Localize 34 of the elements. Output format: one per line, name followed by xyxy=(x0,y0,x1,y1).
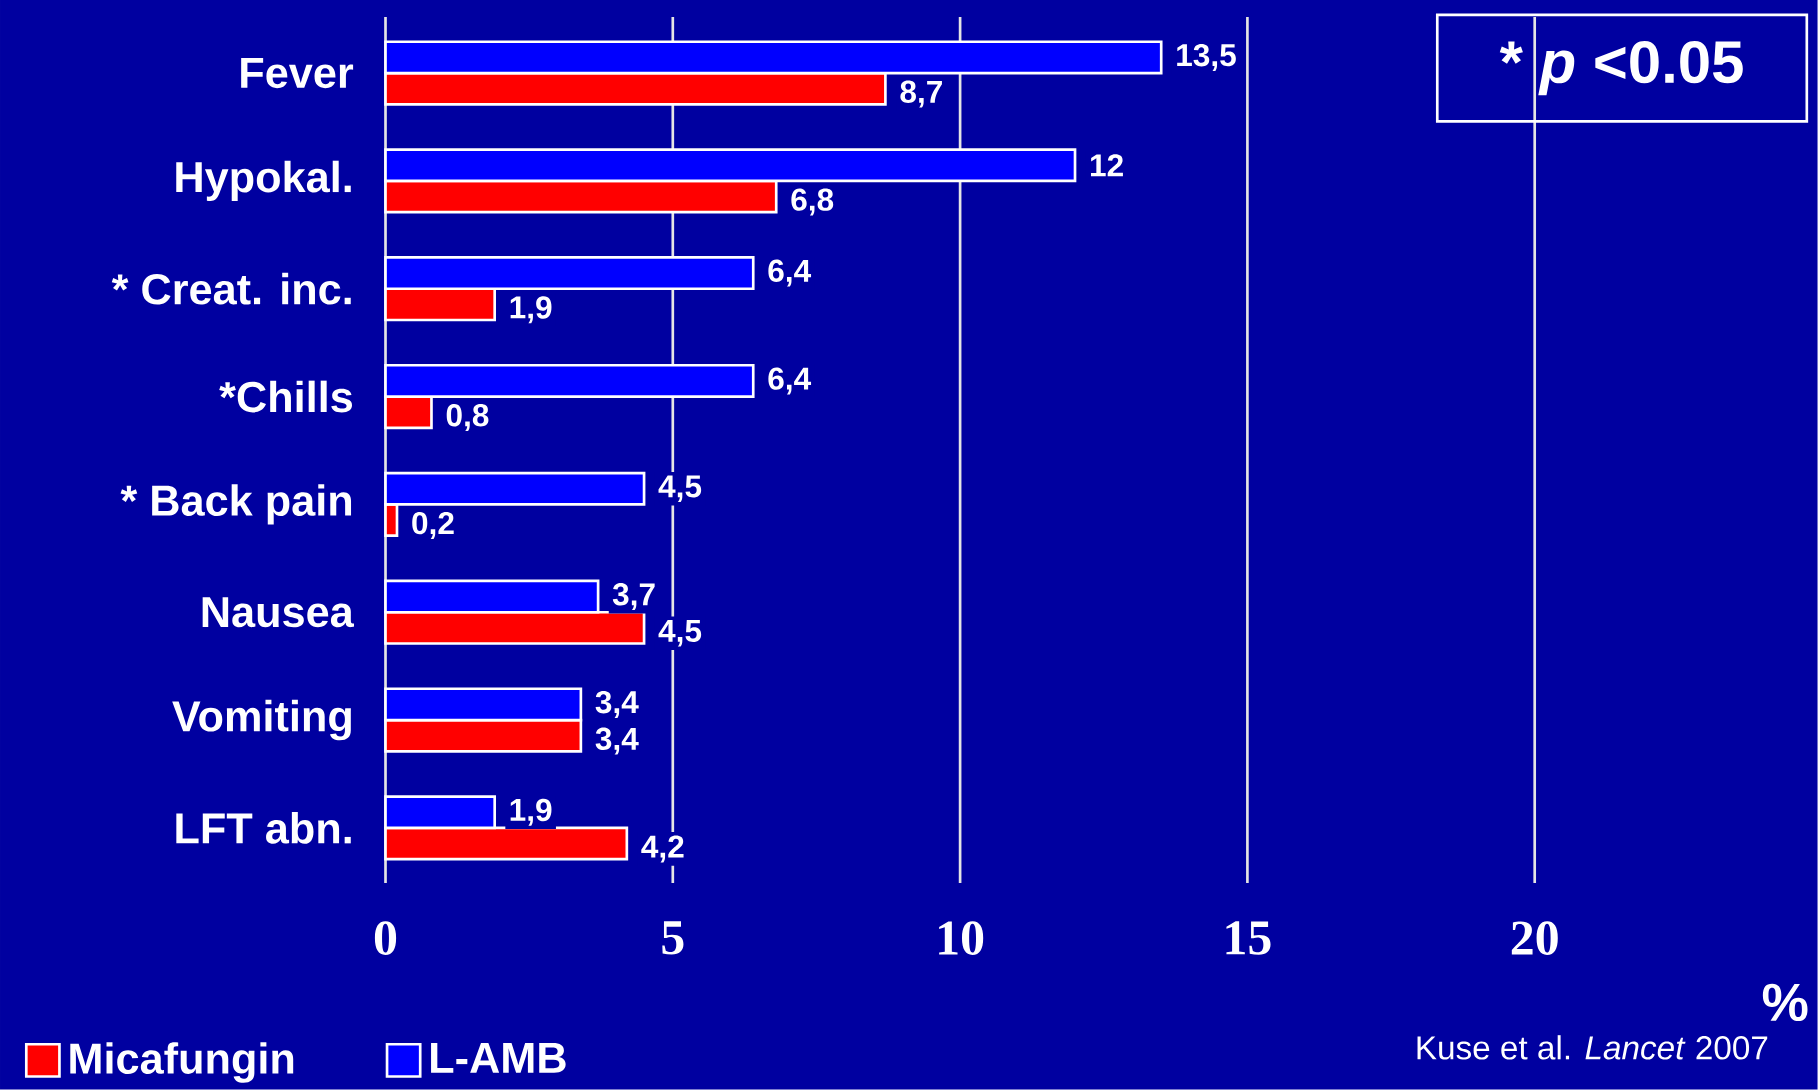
data-label: 13,5 xyxy=(1177,43,1236,71)
x-axis-title: % xyxy=(1762,983,1808,1022)
legend-label: L-AMB xyxy=(431,1043,566,1073)
y-tick-label: *Chills xyxy=(219,380,353,413)
data-label: 0,8 xyxy=(446,404,489,432)
data-label: 4,5 xyxy=(658,619,702,647)
data-label: 3,4 xyxy=(595,690,639,718)
data-label: 1,9 xyxy=(510,798,552,826)
annotation: *p <0.05 xyxy=(1499,40,1743,96)
y-tick-label: * Back pain xyxy=(120,484,352,525)
x-tick-label: 10 xyxy=(939,921,984,956)
data-label: 0,2 xyxy=(412,511,454,539)
data-label: 1,9 xyxy=(510,296,552,324)
x-tick-label: 15 xyxy=(1226,921,1271,955)
data-label: 8,7 xyxy=(900,80,942,108)
data-label: 3,7 xyxy=(612,583,655,611)
legend-label: Micafungin xyxy=(70,1042,294,1083)
data-label: 6,4 xyxy=(768,367,812,395)
y-tick-label: Fever xyxy=(241,58,354,89)
text: Kuse et al. Lancet 2007 xyxy=(1417,1035,1768,1060)
x-tick-label: 20 xyxy=(1511,921,1558,956)
x-tick-label: 0 xyxy=(374,921,397,956)
data-label: 6,8 xyxy=(791,188,834,216)
y-tick-label: Hypokal. xyxy=(176,160,351,202)
y-tick-label: * Creat. inc. xyxy=(111,272,351,305)
y-tick-label: Vomiting xyxy=(172,699,351,741)
x-tick-label: 5 xyxy=(662,921,684,955)
data-label: 6,4 xyxy=(768,259,812,287)
data-label: 3,4 xyxy=(595,727,639,755)
data-label: 4,2 xyxy=(641,835,684,863)
data-label: 4,5 xyxy=(658,475,702,503)
data-label: 12 xyxy=(1090,154,1123,177)
y-tick-label: LFT abn. xyxy=(176,812,351,844)
y-tick-label: Nausea xyxy=(202,597,355,628)
